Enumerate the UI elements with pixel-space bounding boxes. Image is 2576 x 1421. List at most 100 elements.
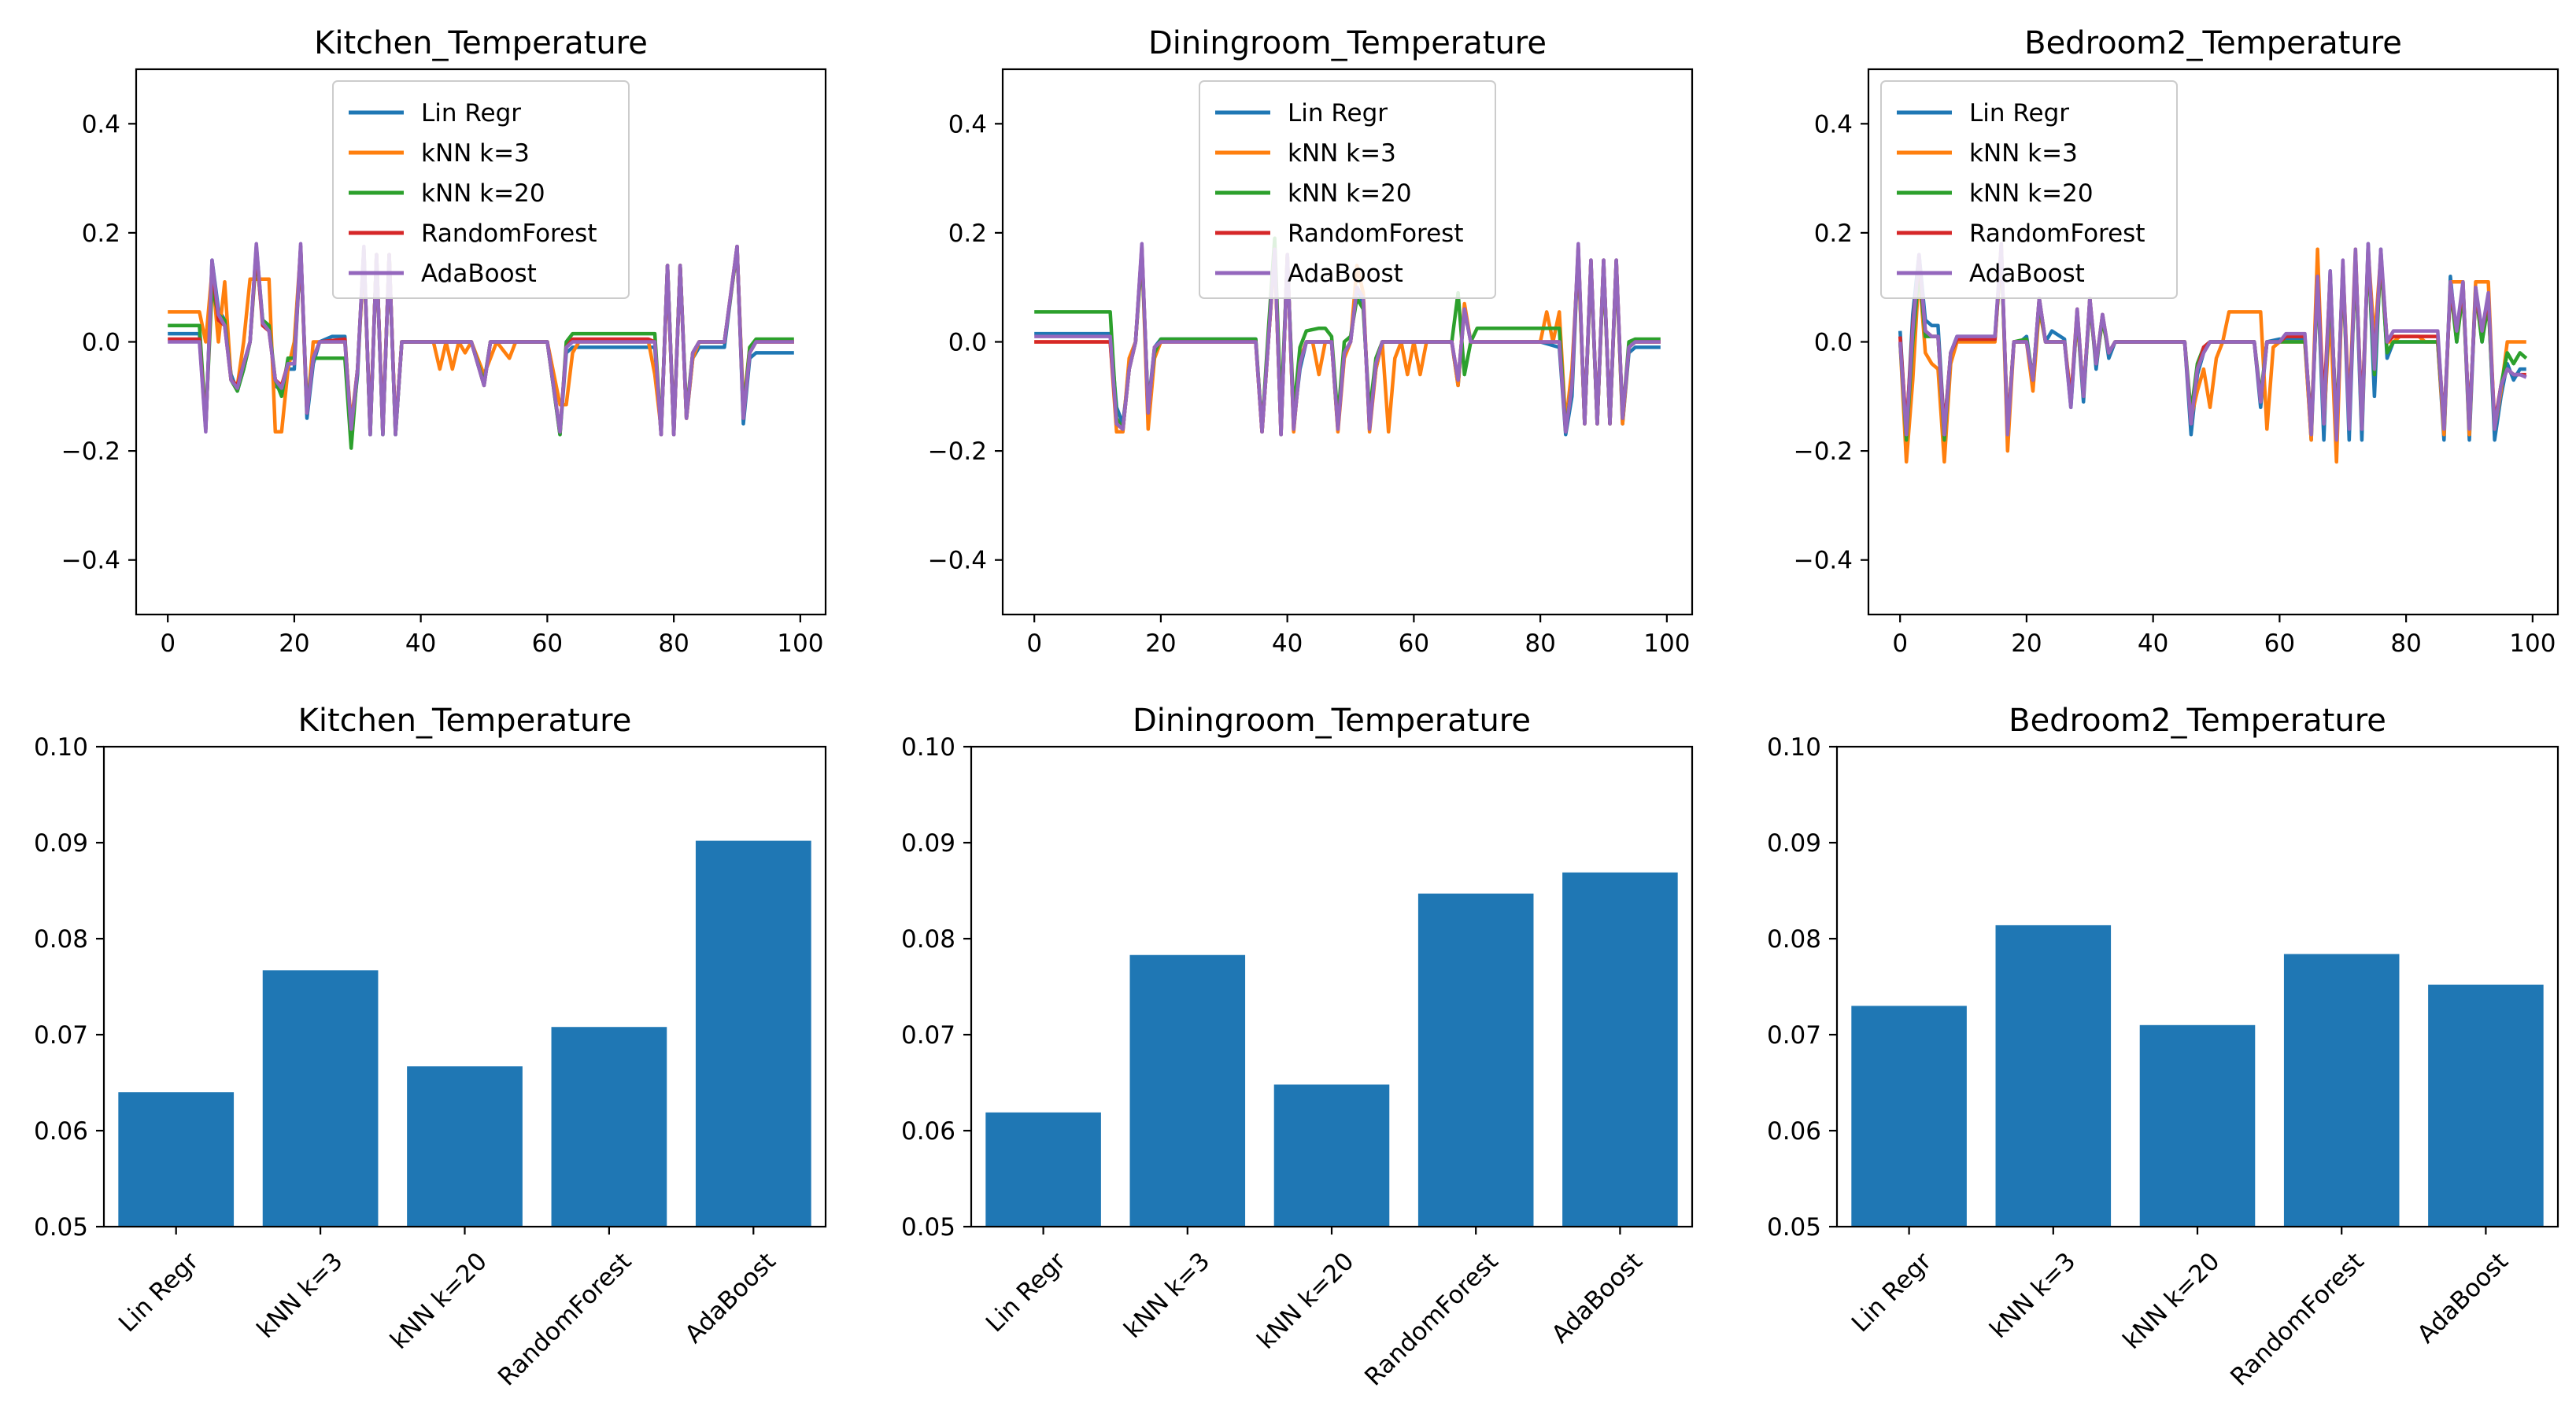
x-tick-label: 80 bbox=[658, 629, 689, 658]
legend-label-randomforest: RandomForest bbox=[1288, 220, 1463, 248]
legend-box bbox=[332, 80, 630, 299]
x-tick-label: 40 bbox=[1272, 629, 1303, 658]
x-tick-label: 40 bbox=[405, 629, 436, 658]
x-tick-label: 20 bbox=[1145, 629, 1176, 658]
y-tick-label: −0.2 bbox=[928, 437, 987, 466]
y-tick-label: 0.09 bbox=[1767, 829, 1821, 858]
x-tick-label: Lin Regr bbox=[1846, 1247, 1937, 1338]
y-tick-label: −0.4 bbox=[1794, 547, 1853, 575]
y-tick-label: 0.2 bbox=[948, 220, 987, 248]
y-tick-label: −0.4 bbox=[928, 547, 987, 575]
x-tick-label: 60 bbox=[1399, 629, 1429, 658]
legend-box bbox=[1199, 80, 1496, 299]
legend-label-randomforest: RandomForest bbox=[421, 220, 597, 248]
x-tick-label: RandomForest bbox=[1359, 1247, 1503, 1391]
x-tick-label: AdaBoost bbox=[1547, 1247, 1648, 1349]
line-chart-diningroom-temperature: Diningroom_Temperature 0 20 40 60 80 100 −0.4 −0… bbox=[928, 25, 1694, 658]
y-tick-label: 0.4 bbox=[948, 110, 987, 138]
legend-label-adaboost: AdaBoost bbox=[1969, 260, 2085, 288]
legend-label-knn-k-20: kNN k=20 bbox=[1969, 179, 2094, 208]
legend: Lin Regr kNN k=3 kNN k=20 RandomForest AdaBo… bbox=[332, 80, 630, 299]
y-tick-label: 0.07 bbox=[1767, 1021, 1821, 1050]
bar-randomforest bbox=[2283, 954, 2400, 1227]
y-tick-label: 0.08 bbox=[901, 925, 955, 954]
x-tick-label: 100 bbox=[2509, 629, 2556, 658]
y-tick-label: 0.0 bbox=[948, 329, 987, 357]
legend-label-lin-regr: Lin Regr bbox=[421, 99, 521, 127]
legend-label-randomforest: RandomForest bbox=[1969, 220, 2145, 248]
legend-label-adaboost: AdaBoost bbox=[421, 260, 537, 288]
chart-title: Diningroom_Temperature bbox=[1148, 25, 1547, 61]
bar-lin-regr bbox=[985, 1112, 1101, 1227]
y-tick-label: 0.10 bbox=[1767, 733, 1821, 762]
y-tick-label: −0.4 bbox=[61, 547, 120, 575]
y-tick-label: 0.09 bbox=[34, 829, 88, 858]
legend-label-lin-regr: Lin Regr bbox=[1969, 99, 2069, 127]
legend-box bbox=[1880, 80, 2178, 299]
legend-label-adaboost: AdaBoost bbox=[1288, 260, 1403, 288]
y-tick-label: 0.08 bbox=[1767, 925, 1821, 954]
x-tick-label: kNN k=20 bbox=[385, 1247, 493, 1355]
y-tick-label: 0.05 bbox=[34, 1213, 88, 1242]
y-tick-label: 0.08 bbox=[34, 925, 88, 954]
x-tick-label: 40 bbox=[2138, 629, 2168, 658]
y-tick-label: 0.2 bbox=[1814, 220, 1853, 248]
legend-label-knn-k-3: kNN k=3 bbox=[1969, 139, 2078, 168]
bar-lin-regr bbox=[1851, 1006, 1967, 1227]
bar-knn-k-3 bbox=[1129, 954, 1246, 1227]
x-tick-label: 100 bbox=[777, 629, 823, 658]
bar-chart-bedroom2-temperature: Bedroom2_Temperature Lin Regr kNN k=3 kNN k… bbox=[1767, 703, 2559, 1392]
x-tick-label: 80 bbox=[2390, 629, 2421, 658]
x-tick-label: 0 bbox=[160, 629, 176, 658]
x-tick-label: Lin Regr bbox=[113, 1247, 204, 1338]
legend-label-knn-k-3: kNN k=3 bbox=[421, 139, 530, 168]
x-tick-label: AdaBoost bbox=[680, 1247, 782, 1349]
legend-label-knn-k-20: kNN k=20 bbox=[1288, 179, 1412, 208]
chart-title: Diningroom_Temperature bbox=[1133, 703, 1531, 739]
bar-chart-diningroom-temperature: Diningroom_Temperature Lin Regr kNN k=3 kNN… bbox=[901, 703, 1694, 1392]
x-tick-label: 20 bbox=[2011, 629, 2042, 658]
bar-knn-k-20 bbox=[407, 1066, 523, 1227]
x-tick-label: RandomForest bbox=[2225, 1247, 2369, 1391]
y-tick-label: 0.0 bbox=[82, 329, 120, 357]
x-tick-label: 60 bbox=[2264, 629, 2295, 658]
y-tick-label: 0.07 bbox=[34, 1021, 88, 1050]
bar-lin-regr bbox=[118, 1092, 235, 1227]
legend-label-lin-regr: Lin Regr bbox=[1288, 99, 1388, 127]
y-tick-label: 0.06 bbox=[901, 1117, 955, 1146]
chart-title: Bedroom2_Temperature bbox=[2009, 703, 2386, 739]
x-tick-label: 80 bbox=[1525, 629, 1555, 658]
bar-adaboost bbox=[695, 840, 811, 1227]
x-tick-label: kNN k=20 bbox=[1252, 1247, 1360, 1355]
chart-title: Bedroom2_Temperature bbox=[2024, 25, 2402, 61]
legend-label-knn-k-20: kNN k=20 bbox=[421, 179, 545, 208]
legend: Lin Regr kNN k=3 kNN k=20 RandomForest AdaBo… bbox=[1199, 80, 1496, 299]
y-tick-label: 0.10 bbox=[34, 733, 88, 762]
bar-adaboost bbox=[1562, 872, 1678, 1227]
x-tick-label: kNN k=3 bbox=[1118, 1247, 1215, 1344]
bar-knn-k-3 bbox=[1995, 925, 2112, 1227]
y-tick-label: 0.05 bbox=[1767, 1213, 1821, 1242]
y-tick-label: −0.2 bbox=[61, 437, 120, 466]
bar-knn-k-20 bbox=[1273, 1084, 1390, 1227]
x-tick-label: RandomForest bbox=[493, 1247, 637, 1391]
y-tick-label: 0.06 bbox=[1767, 1117, 1821, 1146]
y-tick-label: 0.10 bbox=[901, 733, 955, 762]
bar-randomforest bbox=[551, 1027, 667, 1227]
x-tick-label: Lin Regr bbox=[981, 1247, 1071, 1338]
chart-title: Kitchen_Temperature bbox=[314, 25, 648, 61]
x-tick-label: 20 bbox=[279, 629, 309, 658]
x-tick-label: 60 bbox=[532, 629, 563, 658]
y-tick-label: 0.09 bbox=[901, 829, 955, 858]
y-tick-label: −0.2 bbox=[1794, 437, 1853, 466]
bar-knn-k-3 bbox=[262, 970, 379, 1227]
line-chart-bedroom2-temperature: Bedroom2_Temperature 0 20 40 60 80 100 −0.4 −0.2… bbox=[1794, 25, 2559, 658]
y-tick-label: 0.07 bbox=[901, 1021, 955, 1050]
series-line-adaboost bbox=[1034, 242, 1661, 437]
x-tick-label: kNN k=20 bbox=[2118, 1247, 2226, 1355]
line-chart-kitchen-temperature: Kitchen_Temperature 0 20 40 60 80 100 −0.4 −0.2 0… bbox=[61, 25, 827, 658]
x-tick-label: AdaBoost bbox=[2412, 1247, 2514, 1349]
y-tick-label: 0.2 bbox=[82, 220, 120, 248]
x-tick-label: kNN k=3 bbox=[252, 1247, 349, 1344]
y-tick-label: 0.05 bbox=[901, 1213, 955, 1242]
